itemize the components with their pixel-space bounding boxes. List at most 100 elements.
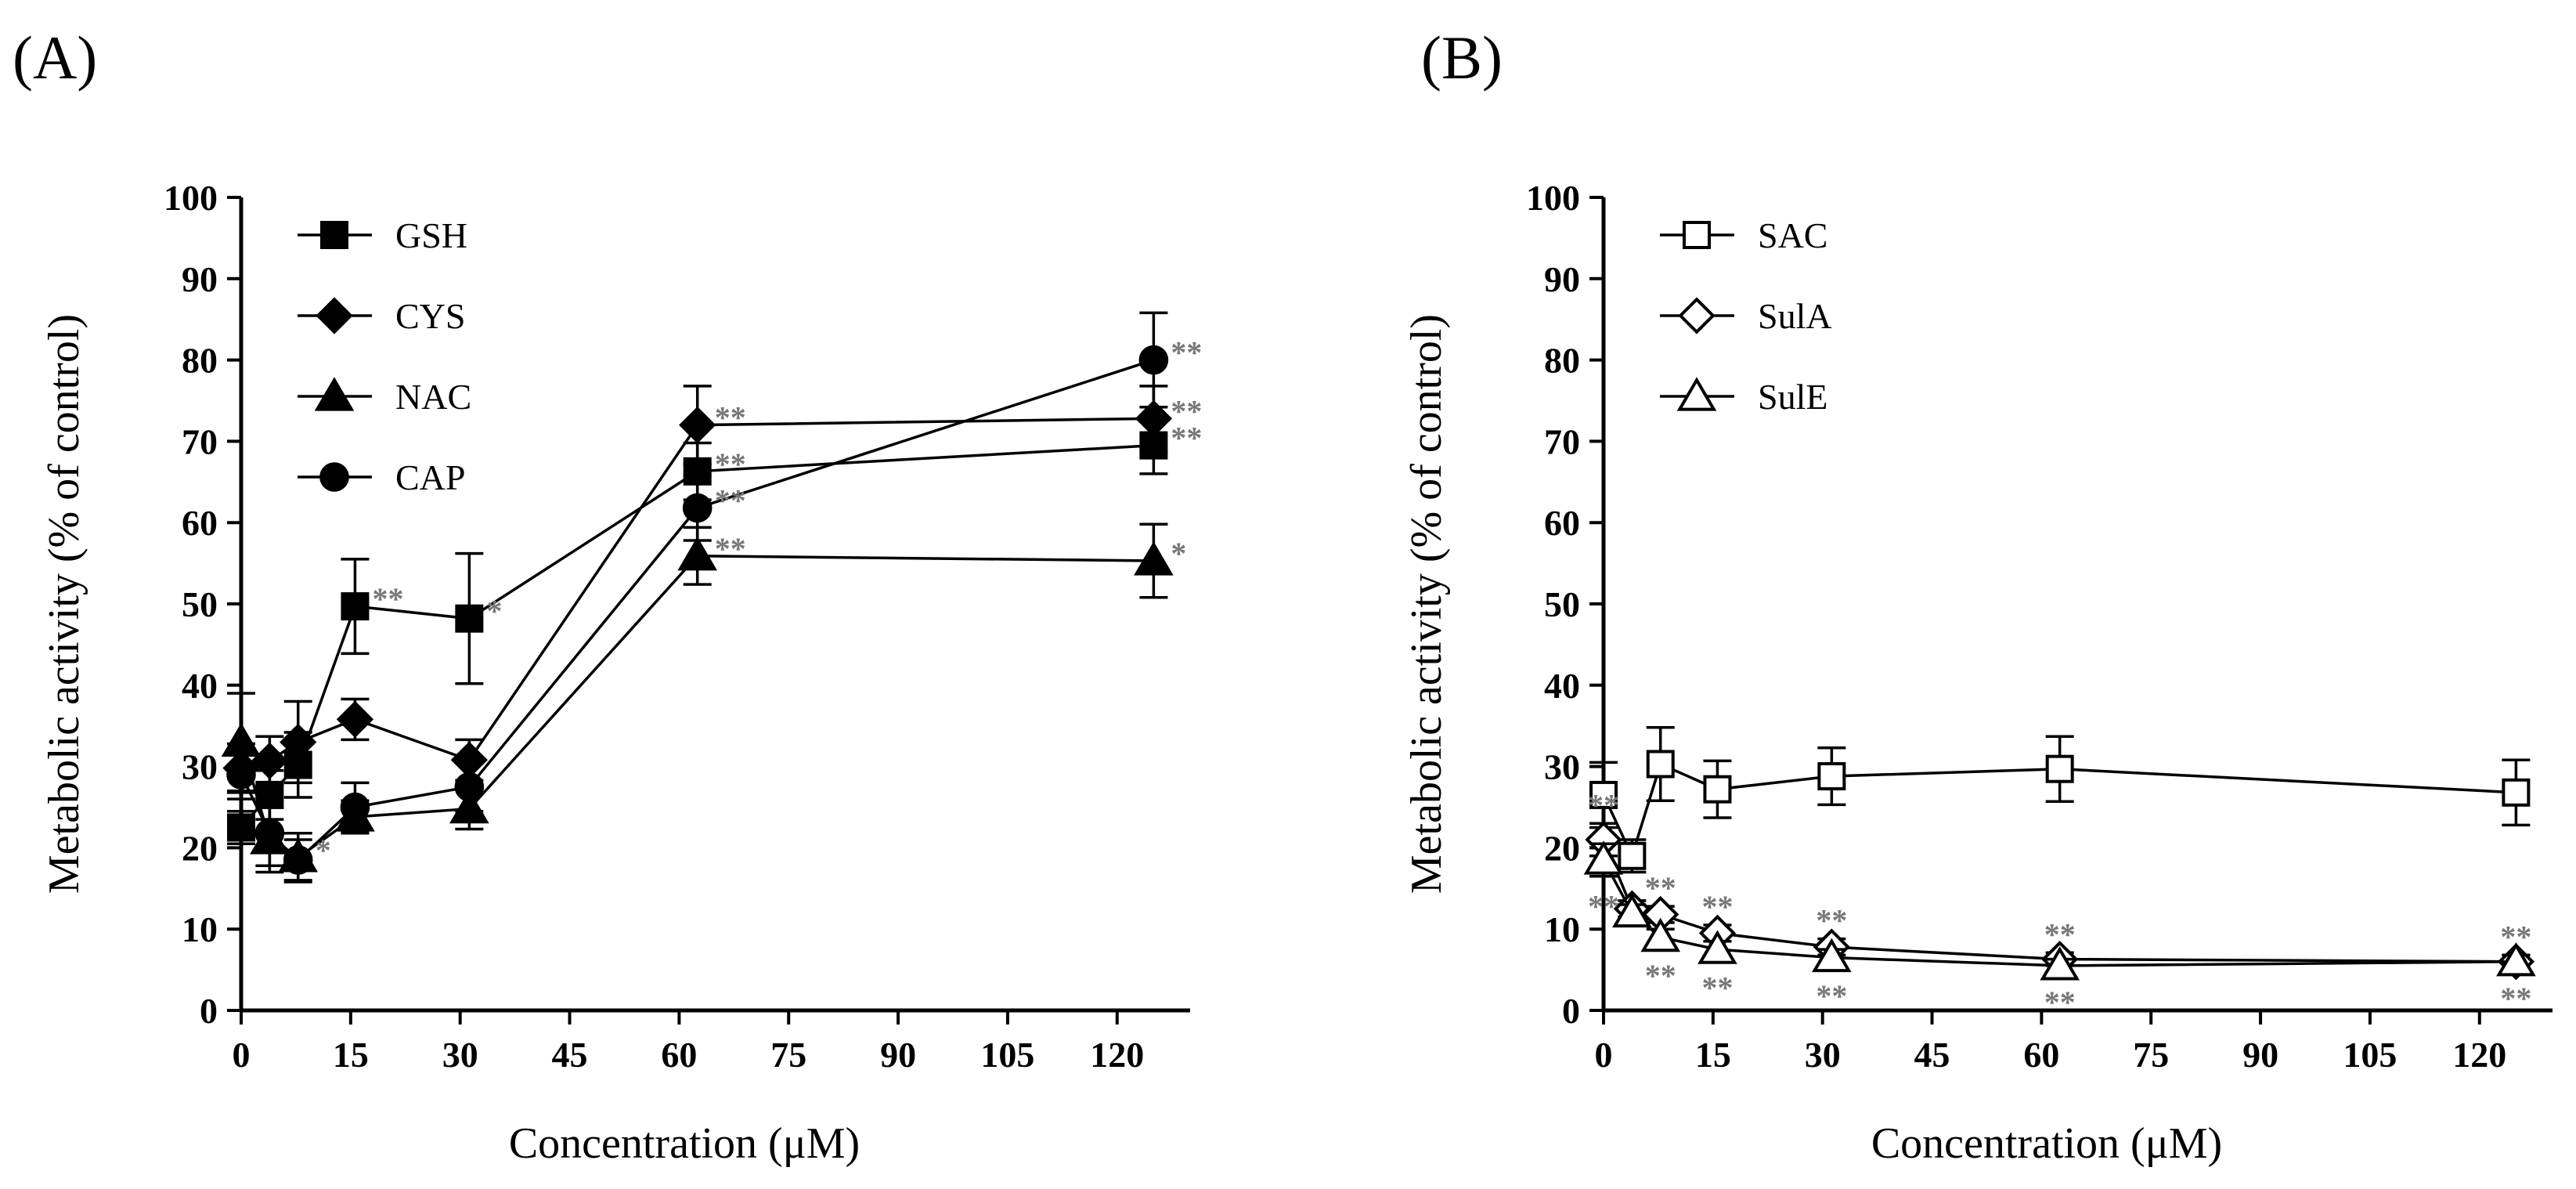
a-y-tick-label: 80 — [182, 341, 218, 381]
a-data-point-cap — [1138, 345, 1169, 375]
a-y-tick-label: 100 — [164, 178, 218, 218]
b-legend-item-sula: SulA — [1660, 296, 1832, 336]
a-y-axis-title: Metabolic activity (% of control) — [40, 314, 88, 894]
panel-b-chart: 0 10 20 30 40 50 60 70 80 90 100 0 15 30 45 60 75 90 105 12… — [1402, 178, 2553, 1168]
a-x-tick-label: 0 — [233, 1035, 251, 1075]
b-x-tick-label: 90 — [2242, 1035, 2278, 1075]
a-y-tick-label: 20 — [182, 828, 218, 868]
a-legend-label: CAP — [395, 457, 465, 497]
a-significance-label: ** — [1171, 393, 1202, 428]
a-significance-label: ** — [715, 531, 746, 566]
b-y-tick-label: 20 — [1544, 828, 1580, 868]
b-x-axis-title: Concentration (μM) — [1871, 1119, 2222, 1168]
a-legend-label: NAC — [395, 377, 471, 417]
a-significance-label: ** — [372, 581, 403, 616]
a-data-point-cys — [1135, 399, 1173, 437]
a-y-tick-label: 0 — [200, 991, 218, 1031]
a-data-point-cap — [254, 818, 285, 848]
b-legend-label: SulA — [1758, 296, 1832, 336]
a-significance-label: ** — [1171, 335, 1202, 370]
panel-b-label: (B) — [1421, 23, 1503, 92]
a-data-point-cap — [283, 845, 313, 875]
a-data-point-nac — [677, 536, 718, 571]
a-x-tick-label: 105 — [980, 1035, 1034, 1075]
a-x-tick-label: 90 — [880, 1035, 916, 1075]
a-significance-label: * — [1171, 536, 1186, 571]
a-legend-item-cap: CAP — [298, 457, 465, 497]
b-x-tick-label: 105 — [2343, 1035, 2397, 1075]
a-y-tick-label: 40 — [182, 666, 218, 706]
b-x-tick-label: 45 — [1914, 1035, 1950, 1075]
a-data-point-cys — [679, 407, 716, 444]
a-legend-item-cys: CYS — [298, 296, 465, 336]
a-data-point-gsh — [341, 592, 370, 621]
a-legend-item-gsh: GSH — [298, 215, 467, 255]
b-y-axis-title: Metabolic activity (% of control) — [1402, 314, 1451, 894]
b-series-sule: ** ** ** ** ** ** — [1583, 840, 2536, 1020]
a-series-cap: **** — [226, 311, 1202, 882]
a-data-point-cys — [251, 742, 288, 779]
a-significance-label: ** — [1171, 421, 1202, 456]
b-data-point-sac — [2045, 754, 2074, 783]
b-data-point-sule — [1812, 938, 1852, 973]
b-x-tick-label: 30 — [1805, 1035, 1841, 1075]
a-y-tick-label: 50 — [182, 584, 218, 624]
b-data-point-sule — [2040, 946, 2080, 981]
a-legend-label: GSH — [395, 215, 467, 255]
a-y-tick-label: 30 — [182, 747, 218, 787]
a-data-point-gsh — [227, 813, 255, 842]
b-y-tick-label: 60 — [1544, 503, 1580, 543]
b-significance-label: ** — [1645, 958, 1676, 993]
a-series-cys: ** ** — [222, 385, 1202, 794]
b-significance-label: ** — [1588, 889, 1619, 924]
b-significance-label: ** — [1816, 903, 1847, 938]
b-legend-label: SAC — [1758, 215, 1827, 255]
a-significance-label: ** — [715, 483, 746, 519]
b-legend-marker — [1676, 377, 1717, 411]
a-y-tick-label: 90 — [182, 259, 218, 299]
b-data-point-sule — [1640, 917, 1681, 952]
b-significance-label: ** — [1588, 787, 1619, 822]
b-y-tick-label: 40 — [1544, 666, 1580, 706]
b-data-point-sule — [2496, 941, 2536, 977]
a-legend-marker — [314, 377, 355, 411]
a-data-point-cap — [682, 493, 713, 523]
b-legend-marker — [1683, 221, 1711, 249]
b-y-tick-label: 50 — [1544, 584, 1580, 624]
b-data-point-sule — [1583, 840, 1624, 875]
b-y-tick-label: 70 — [1544, 421, 1580, 461]
a-x-axis-title: Concentration (μM) — [509, 1119, 860, 1168]
a-data-point-cys — [336, 700, 374, 739]
b-legend-item-sule: SulE — [1660, 377, 1827, 417]
b-x-tick-label: 15 — [1695, 1035, 1731, 1075]
a-data-point-nac — [1134, 541, 1174, 576]
b-series-sac — [1589, 726, 2531, 874]
b-data-point-sac — [1646, 750, 1675, 779]
b-y-tick-label: 100 — [1526, 178, 1580, 218]
a-data-point-cys — [280, 723, 317, 761]
b-y-tick-label: 0 — [1562, 991, 1580, 1031]
b-y-tick-label: 30 — [1544, 747, 1580, 787]
b-y-tick-label: 80 — [1544, 341, 1580, 381]
b-data-point-sac — [1703, 775, 1732, 804]
a-y-tick-label: 60 — [182, 503, 218, 543]
b-legend-item-sac: SAC — [1660, 215, 1827, 255]
b-x-tick-label: 75 — [2133, 1035, 2169, 1075]
b-data-point-sac — [1589, 780, 1618, 809]
b-significance-label: ** — [2500, 981, 2531, 1016]
a-x-tick-label: 45 — [552, 1035, 588, 1075]
b-data-point-sac — [1817, 762, 1846, 791]
a-x-tick-label: 30 — [442, 1035, 478, 1075]
b-y-tick-label: 90 — [1544, 259, 1580, 299]
b-y-tick-label: 10 — [1544, 909, 1580, 949]
a-data-point-cap — [454, 772, 485, 802]
b-x-tick-label: 0 — [1595, 1035, 1613, 1075]
a-legend-marker — [316, 297, 353, 334]
a-legend-marker — [320, 221, 348, 249]
b-x-tick-label: 60 — [2023, 1035, 2059, 1075]
a-data-point-gsh — [455, 604, 484, 633]
a-x-tick-label: 60 — [661, 1035, 697, 1075]
a-legend-item-nac: NAC — [298, 377, 471, 417]
b-data-point-sule — [1612, 893, 1652, 928]
